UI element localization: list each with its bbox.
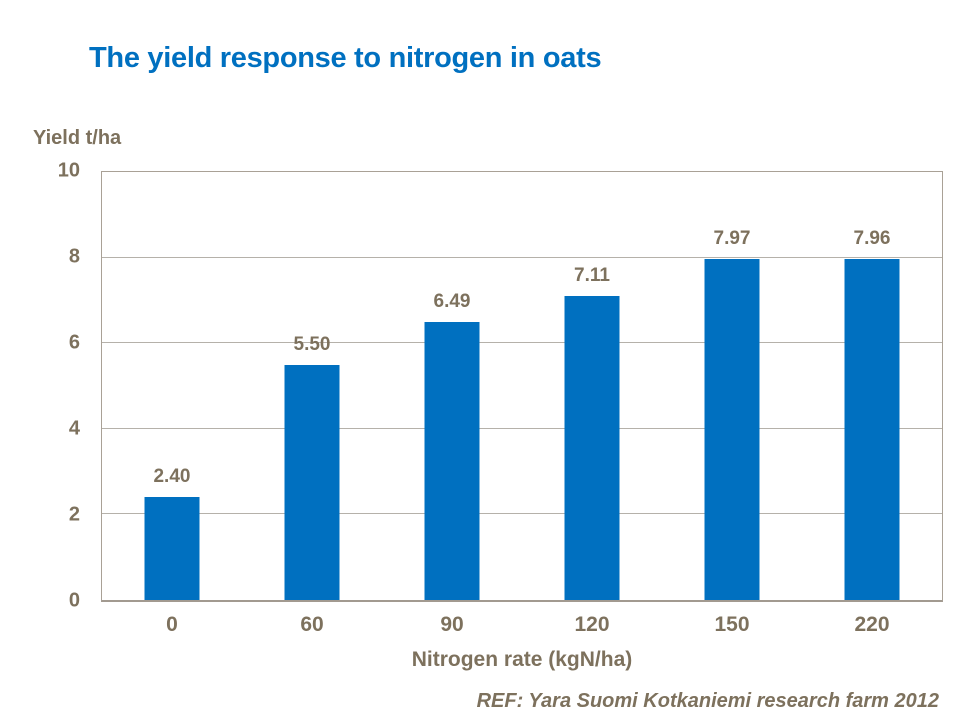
bar	[284, 364, 340, 600]
y-tick-label: 10	[57, 159, 80, 182]
gridline	[102, 513, 942, 515]
x-tick-label: 220	[854, 613, 890, 636]
y-tick-label: 0	[68, 589, 80, 612]
x-axis-title: Nitrogen rate (kgN/ha)	[411, 648, 633, 671]
y-tick-label: 8	[68, 245, 80, 268]
bar	[564, 295, 620, 600]
bar	[144, 497, 200, 600]
plot-area: 2.40 5.50 6.49 7.11 7.97 7.96	[101, 171, 943, 602]
x-tick-label: 120	[574, 613, 610, 636]
chart-title: The yield response to nitrogen in oats	[89, 42, 602, 74]
y-axis-title: Yield t/ha	[33, 127, 122, 149]
bar-value-label: 6.49	[433, 291, 471, 313]
y-tick-label: 2	[68, 503, 80, 526]
y-axis-tick-labels: 0 2 4 6 8 10	[0, 160, 80, 612]
x-axis-tick-labels: 0 60 90 120 150 220	[102, 613, 942, 639]
gridline	[102, 256, 942, 258]
x-tick-label: 60	[300, 613, 324, 636]
bar-value-label: 7.96	[853, 228, 891, 250]
x-tick-label: 0	[166, 613, 178, 636]
y-tick-label: 6	[68, 331, 80, 354]
bar	[424, 322, 480, 600]
bar-value-label: 7.11	[574, 264, 610, 286]
bar	[704, 258, 760, 600]
x-tick-label: 150	[714, 613, 750, 636]
bar-value-label: 7.97	[713, 227, 751, 249]
reference-text: REF: Yara Suomi Kotkaniemi research farm…	[476, 690, 939, 712]
gridline	[102, 427, 942, 429]
gridline	[102, 342, 942, 344]
y-tick-label: 4	[68, 417, 80, 440]
bar	[844, 259, 900, 600]
x-tick-label: 90	[440, 613, 464, 636]
bar-value-label: 5.50	[293, 333, 331, 355]
bar-value-label: 2.40	[153, 466, 191, 488]
